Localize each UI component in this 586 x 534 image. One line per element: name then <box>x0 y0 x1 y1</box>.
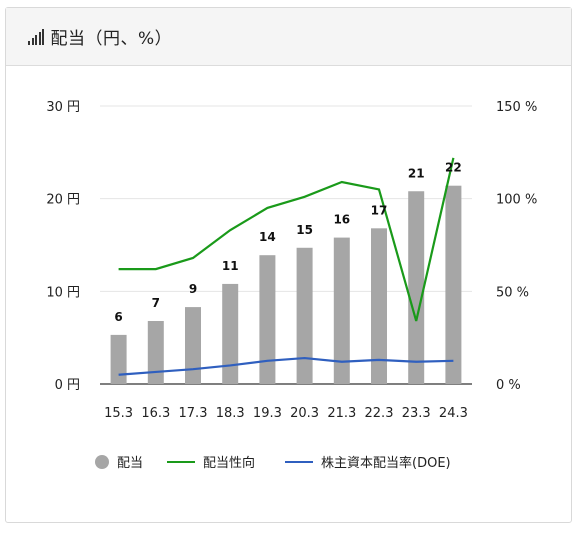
legend-item-payout-ratio[interactable]: 配当性向 <box>167 452 255 471</box>
bar-data-label: 17 <box>371 203 388 217</box>
x-axis-tick-label: 23.3 <box>402 406 431 421</box>
bar-data-label: 6 <box>114 310 122 324</box>
bar-dividend <box>259 255 276 384</box>
bar-dividend <box>185 307 201 384</box>
right-axis-tick-label: 50 % <box>496 285 529 300</box>
legend-label-doe: 株主資本配当率(DOE) <box>321 456 451 471</box>
card-title: 配当（円、%） <box>50 29 173 49</box>
bar-data-label: 7 <box>152 296 160 310</box>
chart-card: 配当（円、%） <box>5 7 572 523</box>
signal-bars-icon <box>28 28 46 45</box>
legend-item-doe[interactable]: 株主資本配当率(DOE) <box>285 452 451 471</box>
bar-dividend <box>333 237 350 384</box>
left-axis-tick-label: 0 円 <box>55 378 80 393</box>
x-axis-tick-label: 22.3 <box>365 406 394 421</box>
legend-line-payout <box>167 460 196 463</box>
x-axis-tick-label: 20.3 <box>290 406 319 421</box>
chart-legend: 配当 配当性向 株主資本配当率(DOE) <box>95 452 475 471</box>
legend-dot-dividend <box>95 454 109 469</box>
bar-dividend <box>371 228 387 384</box>
x-axis-tick-label: 17.3 <box>179 406 208 421</box>
left-axis-tick-label: 20 円 <box>46 193 80 208</box>
x-axis-tick-label: 16.3 <box>141 406 170 421</box>
left-axis-tick-label: 10 円 <box>46 285 80 300</box>
legend-label-dividend: 配当 <box>117 456 144 471</box>
x-axis-tick-label: 21.3 <box>327 406 356 421</box>
bar-data-label: 14 <box>259 230 276 244</box>
bar-dividend <box>296 247 313 384</box>
bar-dividend <box>110 334 127 384</box>
legend-item-dividend[interactable]: 配当 <box>95 452 143 471</box>
line-payout-ratio <box>118 157 455 322</box>
x-axis-tick-label: 18.3 <box>216 406 245 421</box>
legend-line-doe <box>285 460 314 463</box>
right-axis-tick-label: 0 % <box>496 378 521 393</box>
bar-data-label: 22 <box>445 161 462 175</box>
bar-data-label: 16 <box>333 213 350 227</box>
x-axis-tick-label: 15.3 <box>104 406 133 421</box>
card-header: 配当（円、%） <box>6 8 571 66</box>
bar-dividend <box>147 320 164 384</box>
x-axis-tick-label: 24.3 <box>439 406 468 421</box>
bar-dividend <box>222 283 239 384</box>
left-axis-tick-label: 30 円 <box>46 100 80 115</box>
line-doe <box>118 356 454 376</box>
legend-label-payout: 配当性向 <box>203 456 256 471</box>
right-axis-tick-label: 150 % <box>496 100 537 115</box>
bar-data-label: 21 <box>408 166 425 180</box>
bar-dividend <box>408 191 425 384</box>
bar-data-label: 15 <box>296 223 313 237</box>
right-axis-tick-label: 100 % <box>496 193 537 208</box>
bar-data-label: 9 <box>189 282 197 296</box>
bar-data-label: 11 <box>222 259 239 273</box>
x-axis-tick-label: 19.3 <box>253 406 282 421</box>
bar-dividend <box>445 185 462 384</box>
